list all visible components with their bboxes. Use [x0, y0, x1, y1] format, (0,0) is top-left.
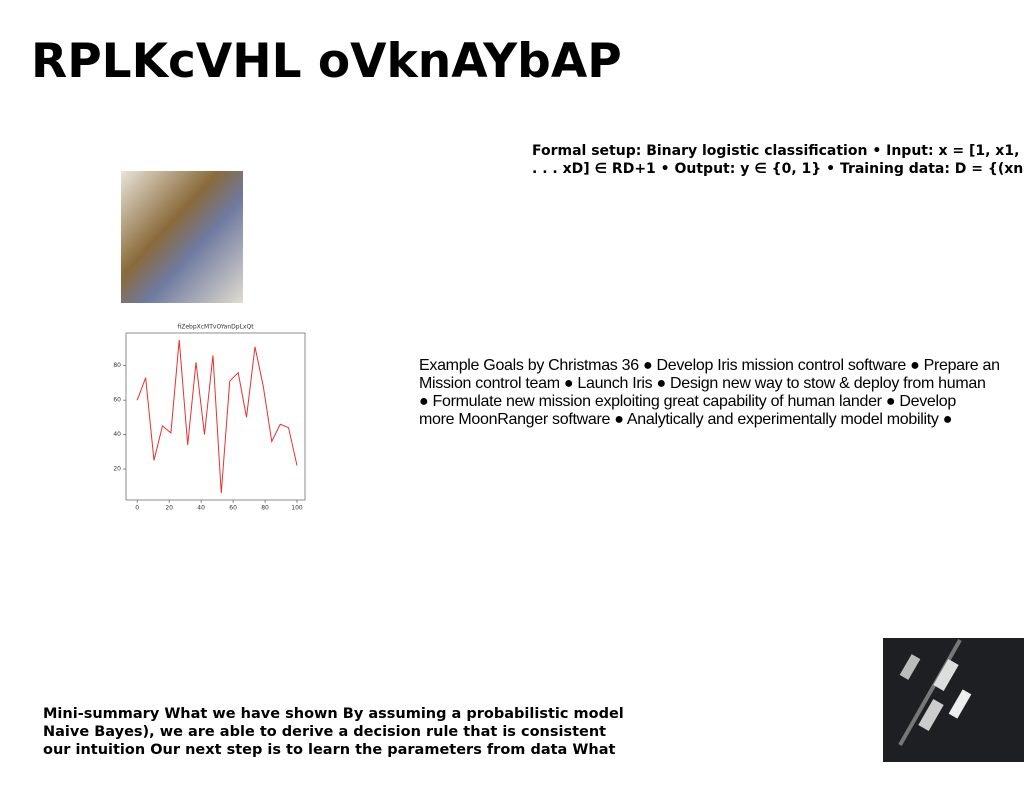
text-line: Mini-summary What we have shown By assum…	[43, 706, 624, 722]
text-line: more MoonRanger software ● Analytically …	[419, 411, 953, 428]
x-tick-label: 40	[197, 505, 205, 512]
text-line: Example Goals by Christmas 36 ● Develop …	[419, 357, 1000, 374]
chart-title: fiZebpXcMTvOYanDpLxQt	[177, 324, 254, 331]
x-tick-label: 0	[135, 505, 139, 512]
text-line: ● Formulate new mission exploiting great…	[419, 393, 956, 410]
text-block: Mini-summary What we have shown By assum…	[43, 705, 643, 759]
x-tick-label: 20	[165, 505, 173, 512]
x-tick-label: 60	[229, 505, 237, 512]
text-line: Mission control team ● Launch Iris ● Des…	[419, 375, 986, 392]
y-tick-label: 60	[113, 397, 121, 404]
y-tick-label: 40	[113, 431, 121, 438]
text-line: . . . xD] ∈ RD+1 • Output: y ∈ {0, 1} • …	[532, 161, 1024, 177]
text-block: Example Goals by Christmas 36 ● Develop …	[419, 357, 1024, 429]
plot-frame	[125, 332, 306, 501]
x-tick-label: 100	[291, 505, 303, 512]
text-line: Formal setup: Binary logistic classifica…	[532, 143, 1020, 159]
text-line: Naive Bayes), we are able to derive a de…	[43, 724, 607, 740]
x-tick-label: 80	[261, 505, 269, 512]
photo-clouds	[121, 171, 243, 303]
text-block: Formal setup: Binary logistic classifica…	[532, 142, 1024, 178]
slide-title: RPLKcVHL oVknAYbAP	[31, 34, 622, 89]
line-series	[136, 339, 298, 494]
photo-boats	[883, 638, 1024, 762]
text-line: our intuition Our next step is to learn …	[43, 742, 616, 758]
y-tick-label: 20	[113, 466, 121, 473]
y-tick-label: 80	[113, 362, 121, 369]
